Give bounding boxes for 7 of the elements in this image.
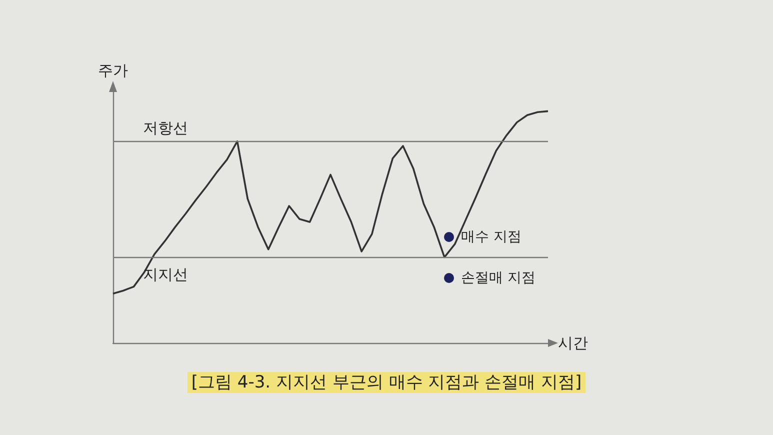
text: [그림 4-3. 지지선 부근의 매수 지점과 손절매 지점] <box>191 372 582 392</box>
annotation: 손절매 지점 <box>461 270 536 286</box>
y-axis-title: 주가 <box>98 62 128 80</box>
ref-line-label: 저항선 <box>143 118 188 137</box>
x-axis-title: 시간 <box>558 334 588 352</box>
ref-line-label: 지지선 <box>143 266 188 284</box>
annotation: 매수 지점 <box>461 229 522 245</box>
